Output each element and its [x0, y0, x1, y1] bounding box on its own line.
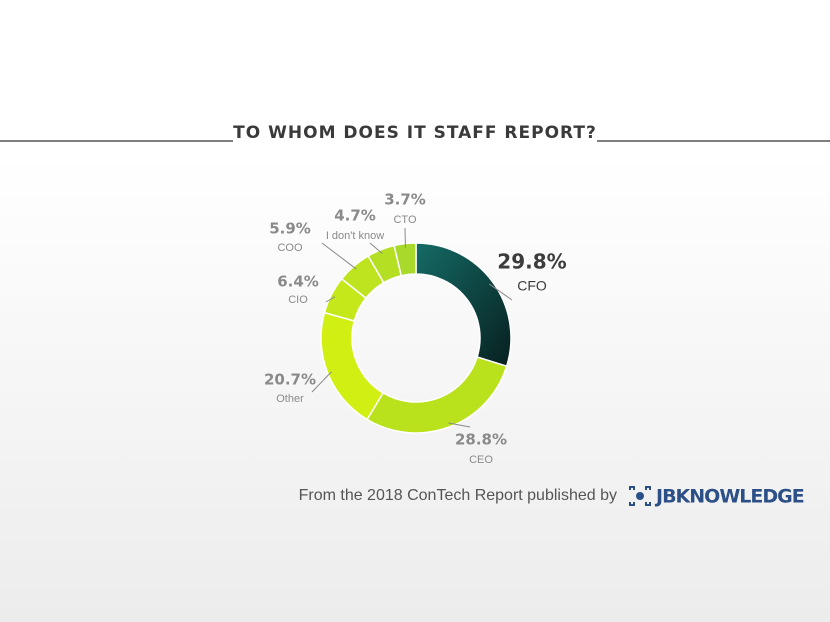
category-label: CTO [393, 214, 416, 226]
value-label: 4.7% [334, 207, 376, 225]
leader-line [488, 283, 513, 301]
value-label: 5.9% [269, 220, 311, 238]
value-label: 29.8% [497, 250, 566, 274]
leader-line [311, 371, 332, 393]
donut-slice [320, 311, 385, 421]
value-label: 6.4% [277, 273, 319, 291]
category-label: Other [276, 393, 304, 405]
value-label: 28.8% [455, 431, 507, 449]
donut-slice [366, 356, 508, 434]
leader-line [321, 242, 357, 270]
logo-icon [629, 486, 651, 506]
donut-slice [393, 242, 417, 277]
value-label: 3.7% [384, 191, 426, 209]
source-note: From the 2018 ConTech Report published b… [299, 487, 617, 504]
category-label: CFO [517, 278, 547, 294]
leader-line [369, 242, 383, 254]
logo-text: JBKNOWLEDGE [654, 486, 804, 508]
category-label: COO [277, 242, 303, 254]
category-label: CIO [288, 294, 308, 306]
chart-title: TO WHOM DOES IT STAFF REPORT? [233, 123, 597, 143]
leader-line [448, 422, 471, 428]
value-label: 20.7% [264, 371, 316, 389]
leader-line [325, 296, 336, 303]
category-label: CEO [469, 454, 493, 466]
category-label: I don't know [326, 230, 384, 242]
